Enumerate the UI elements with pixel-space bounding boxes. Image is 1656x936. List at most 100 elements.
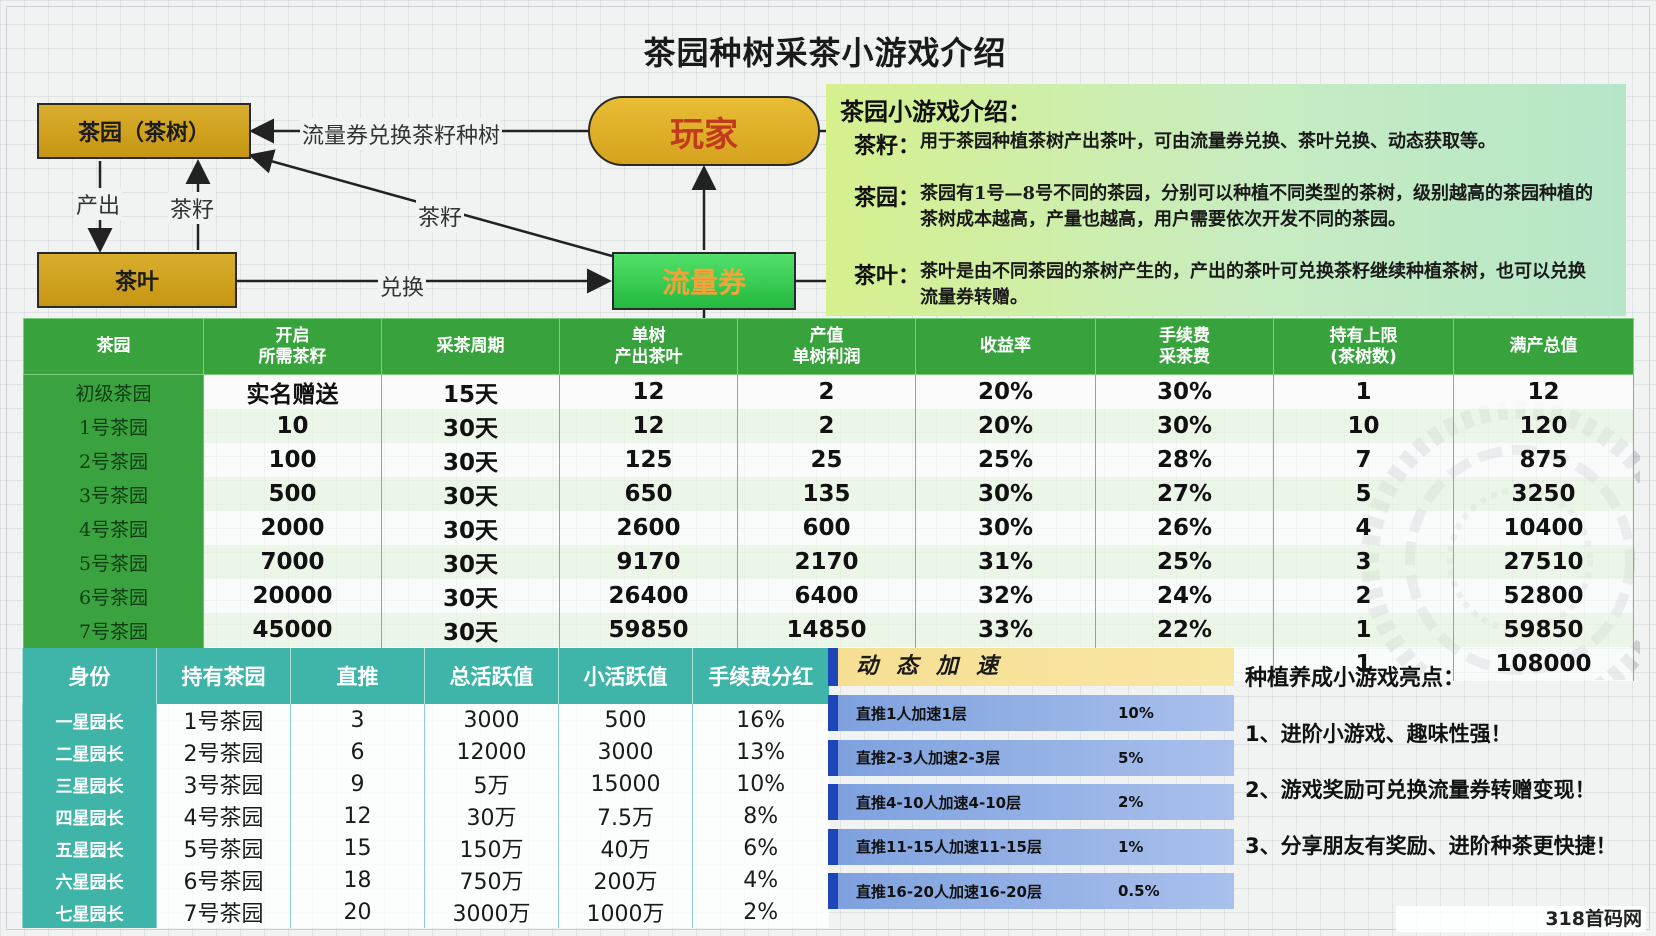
tea-garden-table: 茶园 开启 所需茶籽 采茶周期 单树 产出茶叶 产值 单树利润 收益率 手续费 采茶费 持有上限 (茶树… [23, 318, 1634, 681]
table-cell: 59850 [559, 613, 738, 647]
accel-percent: 10% [1118, 704, 1154, 722]
row-header-cell: 3号茶园 [23, 477, 204, 511]
table-cell: 120 [1453, 409, 1634, 443]
table-cell: 32% [915, 579, 1096, 613]
table-row: 四星园长 4号茶园 12 30万 7.5万 8% [22, 800, 829, 832]
table-header-row: 身份 持有茶园 直推 总活跃值 小活跃值 手续费分红 [22, 648, 829, 704]
table-cell: 10% [692, 768, 829, 800]
table-cell: 2170 [737, 545, 916, 579]
column-header: 收益率 [915, 318, 1096, 375]
table-cell: 8% [692, 800, 829, 832]
accel-row: 直推11-15人加速11-15层 1% [828, 828, 1234, 865]
column-header: 采茶周期 [381, 318, 560, 375]
table-cell: 5万 [424, 768, 559, 800]
table-row: 6号茶园 20000 30天 26400 6400 32% 24% 2 52800 [23, 579, 1634, 613]
table-cell: 3 [1273, 545, 1454, 579]
intro-text: 用于茶园种植茶树产出茶叶，可由流量券兑换、茶叶兑换、动态获取等。 [920, 131, 1497, 152]
row-header-cell: 2号茶园 [23, 443, 204, 477]
watermark: 318首码网 www.e318.com [1396, 906, 1646, 936]
table-cell: 10 [203, 409, 382, 443]
intro-item-seed: 茶籽： 用于茶园种植茶树产出茶叶，可由流量券兑换、茶叶兑换、动态获取等。 [854, 128, 1624, 160]
row-header-cell: 四星园长 [22, 800, 157, 832]
table-cell: 2 [737, 409, 916, 443]
table-cell: 30% [1095, 374, 1274, 409]
table-cell: 30天 [381, 613, 560, 647]
table-cell: 2 [737, 374, 916, 409]
column-header: 手续费分红 [692, 648, 829, 704]
edge-label-output: 产出 [74, 188, 123, 220]
table-row: 7号茶园 45000 30天 59850 14850 33% 22% 1 59850 [23, 613, 1634, 647]
accel-label: 直推16-20人加速16-20层 [856, 882, 1042, 901]
intro-panel: 茶园小游戏介绍： 茶籽： 用于茶园种植茶树产出茶叶，可由流量券兑换、茶叶兑换、动… [826, 84, 1626, 316]
table-cell: 2号茶园 [156, 736, 291, 768]
table-cell: 7.5万 [558, 800, 693, 832]
table-cell: 26400 [559, 579, 738, 613]
column-header: 身份 [22, 648, 157, 704]
column-header: 小活跃值 [558, 648, 693, 704]
table-cell: 15 [290, 832, 425, 864]
table-cell: 30天 [381, 443, 560, 477]
table-cell: 5号茶园 [156, 832, 291, 864]
table-cell: 750万 [424, 864, 559, 896]
table-cell: 20% [915, 374, 1096, 409]
table-row: 2号茶园 100 30天 125 25 25% 28% 7 875 [23, 443, 1634, 477]
table-cell: 3 [290, 704, 425, 736]
table-cell: 2600 [559, 511, 738, 545]
intro-text: 茶园有1号—8号不同的茶园，分别可以种植不同类型的茶树，级别越高的茶园种植的茶树… [920, 183, 1594, 230]
table-cell: 27510 [1453, 545, 1634, 579]
table-cell: 3250 [1453, 477, 1634, 511]
accel-label: 直推1人加速1层 [856, 704, 967, 723]
column-header: 开启 所需茶籽 [203, 318, 382, 375]
accel-percent: 1% [1118, 837, 1144, 856]
table-cell: 30% [1095, 409, 1274, 443]
table-cell: 12 [559, 409, 738, 443]
intro-text: 茶叶是由不同茶园的茶树产生的，产出的茶叶可兑换茶籽继续种植茶树，也可以兑换流量券… [920, 261, 1587, 308]
table-cell: 10400 [1453, 511, 1634, 545]
table-cell: 150万 [424, 832, 559, 864]
table-cell: 30天 [381, 477, 560, 511]
column-header: 持有茶园 [156, 648, 291, 704]
role-table: 身份 持有茶园 直推 总活跃值 小活跃值 手续费分红 一星园长 1号茶园 3 3000 500 16… [22, 648, 829, 928]
table-row: 5号茶园 7000 30天 9170 2170 31% 25% 3 27510 [23, 545, 1634, 579]
intro-key: 茶叶： [854, 264, 921, 289]
table-cell: 45000 [203, 613, 382, 647]
column-header: 茶园 [23, 318, 204, 375]
table-cell: 14850 [737, 613, 916, 647]
table-cell: 25% [915, 443, 1096, 477]
table-cell: 3号茶园 [156, 768, 291, 800]
table-cell: 20000 [203, 579, 382, 613]
intro-heading: 茶园小游戏介绍： [840, 98, 1032, 126]
table-cell: 1 [1273, 647, 1454, 681]
node-player: 玩家 [588, 96, 820, 166]
table-cell: 25 [737, 443, 916, 477]
table-cell: 13% [692, 736, 829, 768]
table-cell: 125 [559, 443, 738, 477]
row-header-cell: 二星园长 [22, 736, 157, 768]
row-header-cell: 一星园长 [22, 704, 157, 736]
accel-percent: 0.5% [1118, 882, 1160, 900]
table-cell: 1000万 [558, 896, 693, 928]
column-header: 总活跃值 [424, 648, 559, 704]
table-cell: 40万 [558, 832, 693, 864]
table-cell: 27% [1095, 477, 1274, 511]
page-title: 茶园种树采茶小游戏介绍 [643, 34, 1007, 72]
table-cell: 30天 [381, 409, 560, 443]
row-header-cell: 1号茶园 [23, 409, 204, 443]
intro-key: 茶园： [854, 186, 921, 211]
table-cell: 135 [737, 477, 916, 511]
table-cell: 30天 [381, 545, 560, 579]
highlight-item: 1、进阶小游戏、趣味性强！ [1245, 722, 1512, 746]
table-cell: 2000 [203, 511, 382, 545]
row-header-cell: 6号茶园 [23, 579, 204, 613]
accel-label: 直推2-3人加速2-3层 [856, 749, 1001, 767]
table-row: 1号茶园 10 30天 12 2 20% 30% 10 120 [23, 409, 1634, 443]
table-cell: 26% [1095, 511, 1274, 545]
table-cell: 16% [692, 704, 829, 736]
table-cell: 6 [290, 736, 425, 768]
row-header-cell: 五星园长 [22, 832, 157, 864]
table-row: 初级茶园 实名赠送 15天 12 2 20% 30% 1 12 [23, 374, 1634, 409]
table-cell: 3000 [558, 736, 693, 768]
edge-label-seed-left: 茶籽 [168, 192, 217, 224]
table-cell: 200万 [558, 864, 693, 896]
intro-item-leaf: 茶叶： 茶叶是由不同茶园的茶树产生的，产出的茶叶可兑换茶籽继续种植茶树，也可以兑… [854, 258, 1594, 311]
